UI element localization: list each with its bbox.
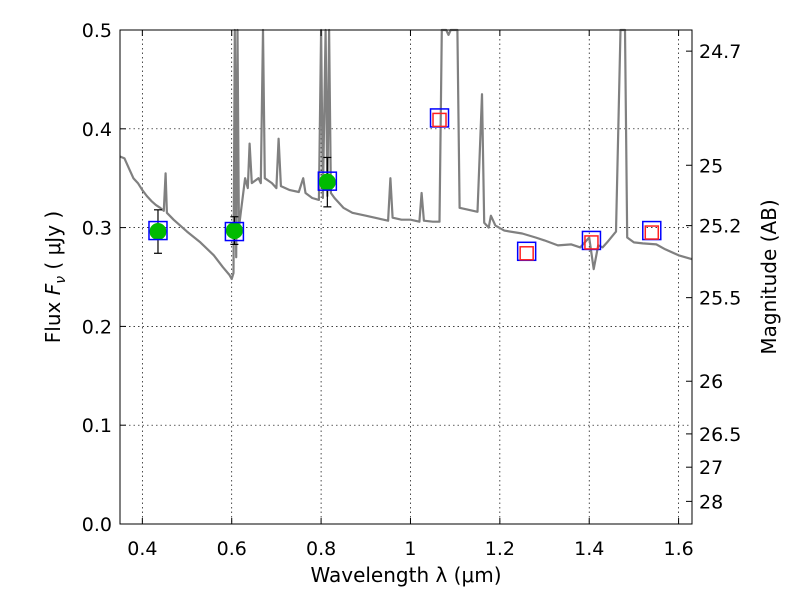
y-axis-label: Flux Fν ( μJy ) <box>41 211 69 343</box>
x-tick-label: 1.2 <box>485 538 515 560</box>
observed-flux-point <box>225 222 243 240</box>
x-tick-labels: 0.4 0.6 0.8 1 1.2 1.4 1.6 <box>127 538 693 560</box>
y-tick-label: 0.1 <box>82 415 112 437</box>
x-tick-label: 0.6 <box>217 538 247 560</box>
y-tick-labels: 0.0 0.1 0.2 0.3 0.4 0.5 <box>82 20 112 536</box>
y2-tick-label: 25.2 <box>699 216 741 238</box>
x-axis-label: Wavelength λ (μm) <box>310 563 501 587</box>
spectrum-layer <box>119 28 693 281</box>
model-flux-blue-square <box>317 171 338 191</box>
y2-tick-label: 26.5 <box>699 424 741 446</box>
x-tick-label: 0.4 <box>127 538 157 560</box>
y-tick-label: 0.3 <box>82 218 112 240</box>
model-flux-red-square <box>644 225 660 240</box>
model-flux-blue-square <box>148 220 168 241</box>
model-flux-red-square <box>584 235 599 250</box>
y2-tick-label: 24.7 <box>699 41 741 63</box>
y2-tick-label: 26 <box>699 371 723 393</box>
x-tick-label: 1.4 <box>574 538 604 560</box>
plot-frame <box>119 29 693 525</box>
y-tick-label: 0.2 <box>82 316 112 338</box>
x-tick-label: 1 <box>404 538 416 560</box>
ticks <box>120 29 692 525</box>
y2-tick-labels: 24.7 25 25.2 25.5 26 26.5 27 28 <box>699 41 741 513</box>
observed-flux-point <box>318 173 336 191</box>
y-tick-label: 0.0 <box>82 514 112 536</box>
marker-layer <box>148 108 662 262</box>
y-axis-label-suffix: ( μJy ) <box>41 211 65 276</box>
y-tick-label: 0.5 <box>82 20 112 42</box>
y2-tick-label: 27 <box>699 457 723 479</box>
grid <box>120 29 692 525</box>
y2-axis-label: Magnitude (AB) <box>757 199 781 354</box>
model-flux-red-square <box>519 246 534 261</box>
y2-tick-label: 25.5 <box>699 288 741 310</box>
y2-tick-label: 25 <box>699 155 723 177</box>
x-tick-label: 0.8 <box>306 538 336 560</box>
spectrum-line <box>119 28 693 281</box>
model-flux-red-square <box>432 112 447 128</box>
y-tick-label: 0.4 <box>82 119 112 141</box>
y-axis-label-prefix: Flux <box>41 295 65 343</box>
y2-tick-label: 28 <box>699 491 723 513</box>
observed-flux-point <box>149 223 167 241</box>
y-axis-label-sub: ν <box>53 276 69 284</box>
x-tick-label: 1.6 <box>663 538 693 560</box>
model-flux-blue-square <box>224 221 245 242</box>
y-axis-label-symbol: F <box>41 283 65 295</box>
